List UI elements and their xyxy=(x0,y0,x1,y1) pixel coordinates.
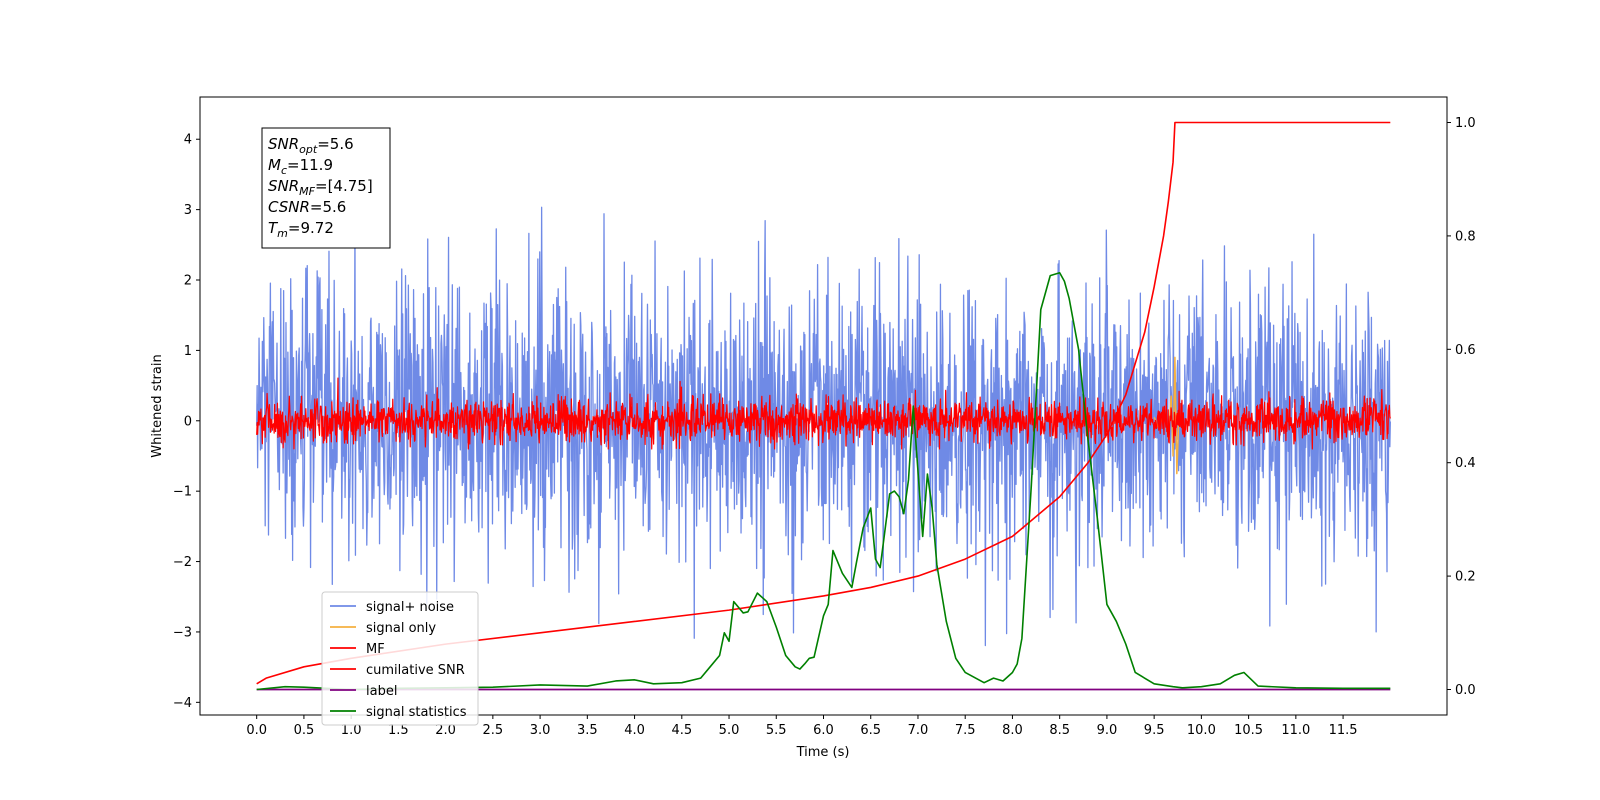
annotation-symbol: SNR xyxy=(268,135,299,153)
x-tick-label: 6.5 xyxy=(860,723,881,738)
x-tick-label: 0.0 xyxy=(246,723,267,738)
y-tick-label: 0 xyxy=(184,414,192,429)
y2-tick-label: 0.0 xyxy=(1455,683,1476,698)
series-mf xyxy=(256,377,1391,450)
annotation-line: SNRMF=[4.75] xyxy=(268,177,373,198)
annotation-symbol: M xyxy=(268,156,281,174)
annotation-line: SNRopt=5.6 xyxy=(268,135,354,156)
legend-entry-label: signal only xyxy=(366,621,436,636)
annotation-box: SNRopt=5.6Mc=11.9SNRMF=[4.75]CSNR=5.6Tm=… xyxy=(261,127,391,249)
legend-frame xyxy=(321,591,479,726)
annotation-subscript: MF xyxy=(299,185,315,198)
x-tick-label: 1.0 xyxy=(341,723,362,738)
annotation-value: =11.9 xyxy=(287,156,333,174)
legend-entry-label: label xyxy=(366,684,397,699)
annotation-frame xyxy=(261,127,391,249)
x-tick-label: 11.5 xyxy=(1329,723,1358,738)
x-tick-label: 2.0 xyxy=(435,723,456,738)
y2-tick-label: 0.8 xyxy=(1455,229,1476,244)
x-tick-label: 10.0 xyxy=(1187,723,1216,738)
legend-entry-label: signal+ noise xyxy=(366,600,454,615)
annotation-symbol: CSNR xyxy=(268,198,310,216)
legend-entry-label: cumilative SNR xyxy=(366,663,465,678)
series-signal-statistics xyxy=(256,271,1391,691)
x-tick-label: 8.0 xyxy=(1002,723,1023,738)
annotation-value: =9.72 xyxy=(288,219,334,237)
y-tick-label: −3 xyxy=(173,625,192,640)
x-tick-label: 3.5 xyxy=(577,723,598,738)
y-axis-right: 0.0 0.2 0.4 0.6 0.8 1.0 xyxy=(1447,116,1476,698)
x-tick-label: 6.0 xyxy=(813,723,834,738)
series-signal-noise xyxy=(256,206,1391,647)
y-axis-label: Whitened strain xyxy=(150,354,165,457)
annotation-subscript: m xyxy=(277,227,288,240)
x-tick-label: 5.0 xyxy=(719,723,740,738)
x-tick-label: 9.0 xyxy=(1097,723,1118,738)
annotation-symbol: SNR xyxy=(268,177,299,195)
y-tick-label: −1 xyxy=(173,485,192,500)
annotation-value: =5.6 xyxy=(310,198,346,216)
x-tick-label: 7.5 xyxy=(955,723,976,738)
y-tick-label: 2 xyxy=(184,274,192,289)
y-tick-label: 4 xyxy=(184,133,192,148)
annotation-line: CSNR=5.6 xyxy=(268,198,346,216)
x-tick-label: 7.0 xyxy=(908,723,929,738)
y2-tick-label: 0.4 xyxy=(1455,456,1476,471)
x-tick-label: 4.0 xyxy=(624,723,645,738)
y-axis-left: −4 −3 −2 −1 0 1 2 3 4 xyxy=(173,133,200,711)
annotation-subscript: opt xyxy=(299,143,318,156)
y-tick-label: 1 xyxy=(184,344,192,359)
y-tick-label: 3 xyxy=(184,203,192,218)
annotation-line: Mc=11.9 xyxy=(268,156,333,177)
x-tick-label: 9.5 xyxy=(1144,723,1165,738)
x-tick-label: 0.5 xyxy=(294,723,315,738)
y-tick-label: −2 xyxy=(173,555,192,570)
legend: signal+ noise signal only MF cumilative SNR… xyxy=(321,591,479,726)
y-tick-label: −4 xyxy=(173,696,192,711)
x-axis-label: Time (s) xyxy=(796,745,850,760)
annotation-symbol: T xyxy=(268,219,279,237)
y2-tick-label: 0.2 xyxy=(1455,570,1476,585)
x-tick-label: 4.5 xyxy=(671,723,692,738)
x-axis: 0.0 0.5 1.0 1.5 2.0 2.5 3.0 3.5 4.0 4.5 5.0 5.5 6.0 6… xyxy=(246,715,1358,738)
x-tick-label: 5.5 xyxy=(766,723,787,738)
x-tick-label: 10.5 xyxy=(1234,723,1263,738)
x-tick-label: 8.5 xyxy=(1049,723,1070,738)
legend-entry-label: MF xyxy=(366,642,385,657)
annotation-value: =[4.75] xyxy=(315,177,373,195)
y2-tick-label: 1.0 xyxy=(1455,116,1476,131)
x-tick-label: 11.0 xyxy=(1281,723,1310,738)
x-tick-label: 1.5 xyxy=(388,723,409,738)
y2-tick-label: 0.6 xyxy=(1455,343,1476,358)
annotation-value: =5.6 xyxy=(317,135,353,153)
annotation-subscript: c xyxy=(281,164,287,177)
annotation-line: Tm=9.72 xyxy=(268,219,334,240)
x-tick-label: 2.5 xyxy=(483,723,504,738)
legend-entry-label: signal statistics xyxy=(366,705,467,720)
x-tick-label: 3.0 xyxy=(530,723,551,738)
